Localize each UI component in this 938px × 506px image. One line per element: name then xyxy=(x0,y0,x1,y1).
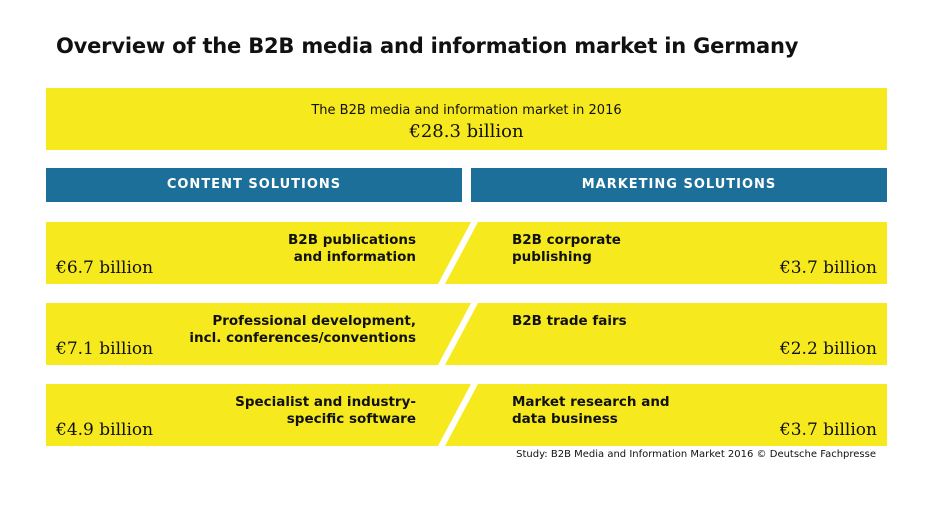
content-segment-label: Professional development, incl. conferen… xyxy=(189,313,416,346)
content-segment-label: B2B publications and information xyxy=(288,232,416,265)
content-solutions-header: CONTENT SOLUTIONS xyxy=(46,168,462,202)
marketing-segment-box xyxy=(445,303,887,365)
segment-row-shapes xyxy=(46,222,887,284)
segment-row-shapes xyxy=(46,303,887,365)
marketing-solutions-header: MARKETING SOLUTIONS xyxy=(471,168,887,202)
content-segment-box xyxy=(46,303,471,365)
content-segment-box xyxy=(46,384,471,446)
marketing-segment-value: €3.7 billion xyxy=(779,258,877,278)
content-segment-value: €4.9 billion xyxy=(56,420,154,440)
total-market-value: €28.3 billion xyxy=(409,121,524,142)
segment-row: Professional development, incl. conferen… xyxy=(46,303,887,365)
marketing-segment-box xyxy=(445,222,887,284)
content-segment-box xyxy=(46,222,471,284)
marketing-segment-value: €2.2 billion xyxy=(779,339,877,359)
marketing-segment-value: €3.7 billion xyxy=(779,420,877,440)
content-segment-value: €7.1 billion xyxy=(56,339,154,359)
content-segment-value: €6.7 billion xyxy=(56,258,154,278)
total-market-label: The B2B media and information market in … xyxy=(311,103,622,118)
total-market-box: The B2B media and information market in … xyxy=(46,88,887,150)
content-segment-label: Specialist and industry- specific softwa… xyxy=(235,394,416,427)
marketing-segment-label: Market research and data business xyxy=(512,394,670,427)
source-note: Study: B2B Media and Information Market … xyxy=(516,449,876,460)
marketing-segment-label: B2B corporate publishing xyxy=(512,232,621,265)
segment-row: B2B publications and information €6.7 bi… xyxy=(46,222,887,284)
marketing-segment-label: B2B trade fairs xyxy=(512,313,627,329)
segment-row-shapes xyxy=(46,384,887,446)
marketing-segment-box xyxy=(445,384,887,446)
segment-row: Specialist and industry- specific softwa… xyxy=(46,384,887,446)
page-title: Overview of the B2B media and informatio… xyxy=(56,34,799,58)
